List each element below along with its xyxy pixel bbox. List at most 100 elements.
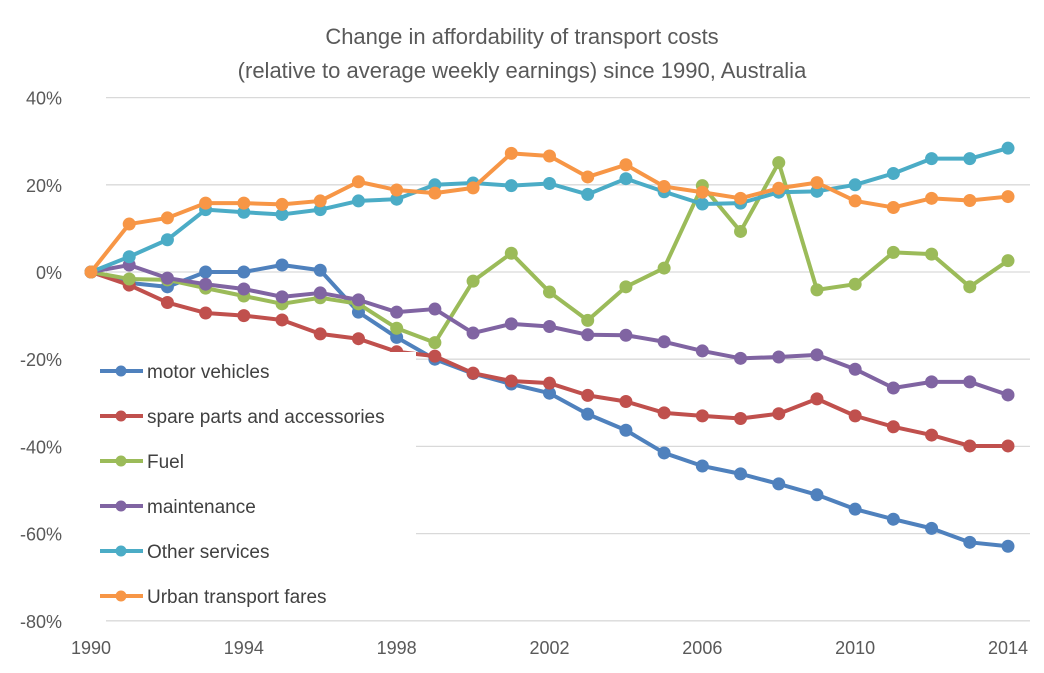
legend-item: motor vehicles (100, 362, 270, 383)
data-point (543, 320, 556, 333)
data-point (390, 321, 404, 335)
x-tick-label: 2010 (835, 638, 875, 658)
data-point (925, 521, 939, 535)
legend-label: motor vehicles (147, 362, 270, 383)
data-point (199, 265, 213, 279)
data-point (390, 330, 404, 344)
data-point (199, 277, 213, 291)
data-point (848, 194, 862, 208)
legend-marker-dot (115, 500, 127, 512)
data-point (963, 152, 977, 166)
data-point (886, 166, 900, 180)
data-point (428, 336, 442, 350)
data-point (160, 271, 174, 285)
legend-marker-dot (115, 590, 127, 602)
data-point (199, 306, 213, 320)
legend-item: maintenance (100, 497, 256, 518)
data-point (657, 446, 671, 460)
chart-subtitle: (relative to average weekly earnings) si… (238, 58, 807, 83)
data-point (1001, 141, 1015, 155)
data-point (657, 180, 671, 194)
data-point (122, 272, 136, 286)
legend-marker-dot (115, 455, 127, 467)
data-point (695, 409, 709, 423)
data-point (695, 197, 709, 211)
y-tick-label: -60% (20, 525, 62, 545)
data-point (313, 263, 327, 277)
legend-label: Urban transport fares (147, 587, 327, 608)
x-axis-ticks: 1990 1994 1998 2002 2006 2010 2014 (71, 638, 1028, 658)
data-point (848, 502, 862, 516)
legend-marker-dot (115, 410, 127, 422)
data-point (275, 290, 289, 304)
data-point (390, 183, 404, 197)
data-point (886, 512, 900, 526)
legend-item: Fuel (100, 452, 184, 473)
data-point (313, 286, 327, 300)
data-point (925, 428, 939, 442)
y-tick-label: -40% (20, 437, 62, 457)
legend-item: Other services (100, 542, 269, 563)
legend-item: Urban transport fares (100, 587, 327, 608)
data-point (810, 348, 824, 362)
data-point (466, 181, 480, 195)
data-point (84, 265, 98, 279)
data-point (734, 467, 748, 481)
data-point (619, 423, 633, 437)
data-point (925, 191, 939, 205)
data-point (619, 394, 633, 408)
data-point (619, 172, 633, 186)
data-point (466, 326, 480, 340)
legend-label: spare parts and accessories (147, 407, 385, 428)
series-spare-parts-and-accessories (84, 265, 1015, 453)
data-point (581, 187, 595, 201)
data-point (848, 409, 862, 423)
data-point (237, 265, 251, 279)
data-point (772, 156, 786, 170)
data-point (504, 317, 518, 331)
data-point (390, 192, 404, 206)
x-tick-label: 2006 (682, 638, 722, 658)
data-point (619, 328, 633, 342)
data-point (275, 197, 289, 211)
data-point (199, 196, 213, 210)
data-point (772, 181, 786, 195)
data-point (543, 376, 556, 390)
data-point (657, 406, 671, 420)
data-point (466, 274, 480, 288)
data-point (351, 194, 365, 208)
legend-background (96, 352, 416, 614)
y-axis-ticks: 40% 20% 0% -20% -40% -60% -80% (20, 89, 62, 632)
data-point (122, 250, 136, 264)
data-point (848, 178, 862, 192)
data-point (428, 349, 442, 363)
data-point (466, 366, 480, 380)
data-point (237, 309, 251, 323)
data-point (237, 282, 251, 296)
data-point (810, 176, 824, 190)
legend-label: maintenance (147, 497, 256, 518)
data-point (810, 392, 824, 406)
data-point (581, 170, 595, 184)
data-point (428, 186, 442, 200)
data-point (772, 407, 786, 421)
data-point (848, 277, 862, 291)
data-point (504, 146, 518, 160)
data-point (695, 185, 709, 199)
data-point (734, 411, 748, 425)
x-tick-label: 2002 (529, 638, 569, 658)
data-point (237, 196, 251, 210)
data-point (925, 152, 939, 166)
legend-item: spare parts and accessories (100, 407, 385, 428)
data-point (504, 246, 518, 260)
data-point (810, 488, 824, 502)
data-point (963, 375, 977, 389)
data-point (543, 285, 556, 299)
data-point (734, 224, 748, 238)
data-point (772, 477, 786, 491)
data-point (543, 386, 556, 400)
data-point (237, 205, 251, 219)
data-point (275, 207, 289, 221)
data-point (390, 305, 404, 319)
data-point (581, 328, 595, 342)
